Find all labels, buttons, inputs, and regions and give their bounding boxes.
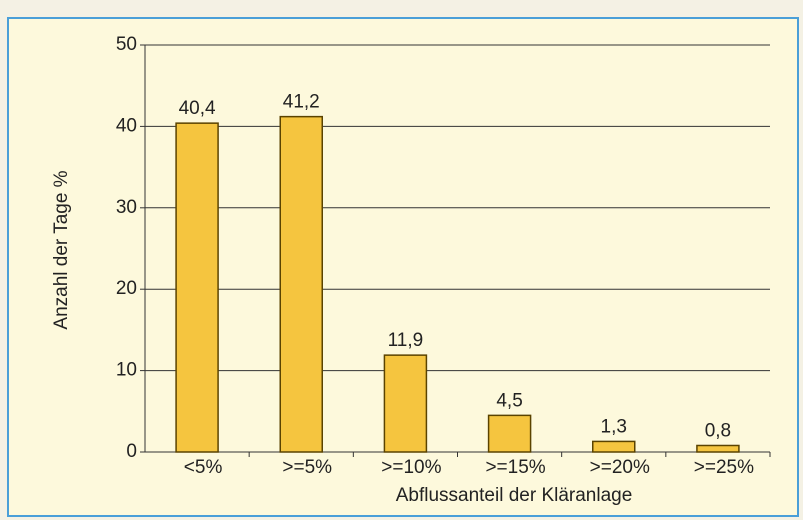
- y-tick-label: 40: [116, 115, 137, 136]
- x-tick-label: >=15%: [485, 457, 545, 478]
- bar: [383, 354, 428, 453]
- bar: [696, 444, 740, 453]
- y-tick-label: 50: [116, 34, 137, 55]
- bar: [279, 115, 323, 453]
- bar: [175, 122, 219, 453]
- y-tick-label: 20: [116, 278, 137, 299]
- y-axis-label: Anzahl der Tage %: [51, 170, 72, 329]
- value-label: 41,2: [283, 92, 320, 113]
- bar: [487, 414, 532, 453]
- x-axis-label: Abflussanteil der Kläranlage: [396, 485, 633, 506]
- y-tick-label: 0: [126, 441, 137, 462]
- y-tick-label: 30: [116, 197, 137, 218]
- x-tick-label: >=10%: [381, 457, 441, 478]
- bar: [592, 440, 636, 453]
- x-tick-label: <5%: [184, 457, 223, 478]
- value-label: 4,5: [496, 390, 522, 411]
- x-tick-label: >=20%: [590, 457, 650, 478]
- value-label: 0,8: [705, 421, 731, 442]
- value-label: 11,9: [388, 330, 424, 351]
- value-label: 1,3: [601, 416, 627, 437]
- x-tick-label: >=25%: [694, 457, 754, 478]
- value-label: 40,4: [179, 98, 216, 119]
- x-tick-label: >=5%: [282, 457, 332, 478]
- y-tick-label: 10: [116, 360, 137, 381]
